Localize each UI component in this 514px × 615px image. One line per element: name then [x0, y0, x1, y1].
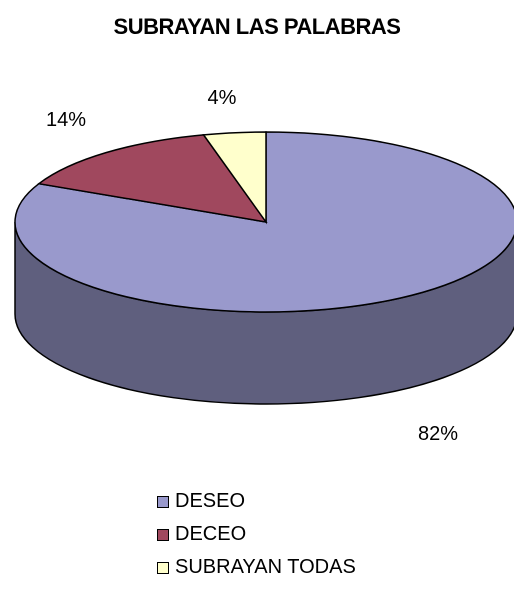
data-label-subrayan-todas: 4% [208, 87, 237, 109]
legend: DESEO DECEO SUBRAYAN TODAS [157, 485, 356, 584]
legend-swatch-deceo [157, 528, 169, 541]
legend-item-deseo: DESEO [157, 485, 356, 518]
legend-item-subrayan-todas: SUBRAYAN TODAS [157, 551, 356, 584]
legend-label-subrayan-todas: SUBRAYAN TODAS [175, 556, 356, 578]
chart-title: SUBRAYAN LAS PALABRAS [113, 14, 401, 39]
data-label-deseo: 82% [418, 423, 458, 445]
legend-label-deceo: DECEO [175, 523, 247, 545]
legend-swatch-subrayan-todas [157, 561, 169, 574]
legend-item-deceo: DECEO [157, 518, 356, 551]
legend-swatch-deseo [157, 495, 169, 508]
pie-slice-deceo [37, 134, 268, 224]
pie-slice-subrayan-todas [202, 131, 267, 225]
legend-label-deseo: DESEO [175, 490, 246, 512]
data-label-deceo: 14% [46, 109, 86, 131]
